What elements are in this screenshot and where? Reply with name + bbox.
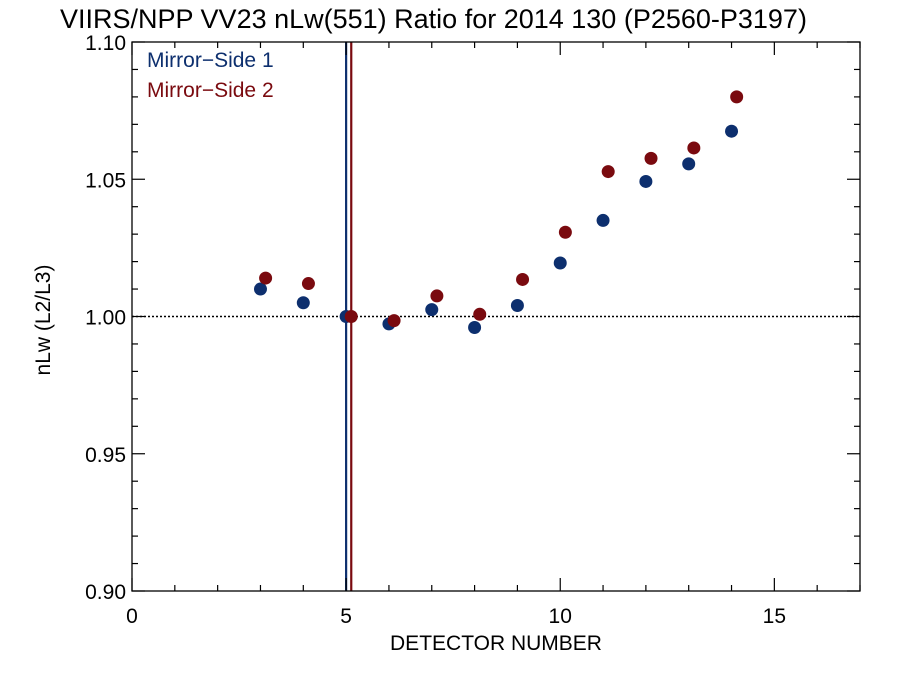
- data-point-series-2-5: [473, 307, 487, 321]
- chart-title: VIIRS/NPP VV23 nLw(551) Ratio for 2014 1…: [60, 4, 807, 34]
- x-tick-label-0: 0: [126, 605, 138, 628]
- y-tick-label-0: 0.90: [85, 581, 126, 604]
- data-point-series-1-0: [253, 282, 267, 296]
- y-tick-label-1: 0.95: [85, 444, 126, 467]
- data-point-series-1-1: [296, 296, 310, 310]
- data-point-series-2-6: [516, 272, 530, 286]
- y-tick-label-4: 1.10: [85, 32, 126, 55]
- data-point-series-2-10: [687, 141, 701, 155]
- data-point-series-2-4: [430, 289, 444, 303]
- x-axis: 0 5 10 15: [126, 42, 861, 628]
- data-point-series-1-4: [425, 303, 439, 317]
- data-point-series-1-8: [596, 213, 610, 227]
- data-point-series-2-8: [601, 165, 615, 179]
- data-point-series-1-11: [725, 124, 739, 138]
- legend: Mirror−Side 1 Mirror−Side 2: [147, 49, 274, 102]
- x-tick-label-5: 5: [340, 605, 352, 628]
- data-point-series-1-5: [468, 320, 482, 334]
- data-point-series-1-10: [682, 157, 696, 171]
- y-axis: 0.90 0.95 1.00 1.05 1.10: [85, 32, 860, 604]
- data-point-series-2-3: [387, 314, 401, 328]
- data-point-series-2-11: [730, 90, 744, 104]
- y-tick-label-2: 1.00: [85, 307, 126, 330]
- y-axis-label: nLw (L2/L3): [32, 265, 55, 376]
- legend-entry-mirror-side-2: Mirror−Side 2: [147, 79, 274, 102]
- data-point-series-1-7: [553, 256, 567, 270]
- plot-area: [131, 41, 861, 592]
- data-point-series-2-2: [344, 310, 358, 323]
- x-tick-label-10: 10: [549, 605, 572, 628]
- data-point-series-2-7: [558, 225, 572, 239]
- x-tick-label-15: 15: [763, 605, 786, 628]
- series-1-points: [253, 124, 739, 334]
- data-point-series-1-9: [639, 174, 653, 188]
- series-2-points: [259, 90, 744, 328]
- data-point-series-2-9: [644, 151, 658, 165]
- y-tick-label-3: 1.05: [85, 169, 126, 192]
- data-point-series-2-1: [301, 277, 315, 291]
- x-axis-label: DETECTOR NUMBER: [390, 632, 602, 655]
- data-point-series-2-0: [259, 271, 273, 285]
- legend-entry-mirror-side-1: Mirror−Side 1: [147, 49, 274, 72]
- data-point-series-1-6: [510, 299, 524, 313]
